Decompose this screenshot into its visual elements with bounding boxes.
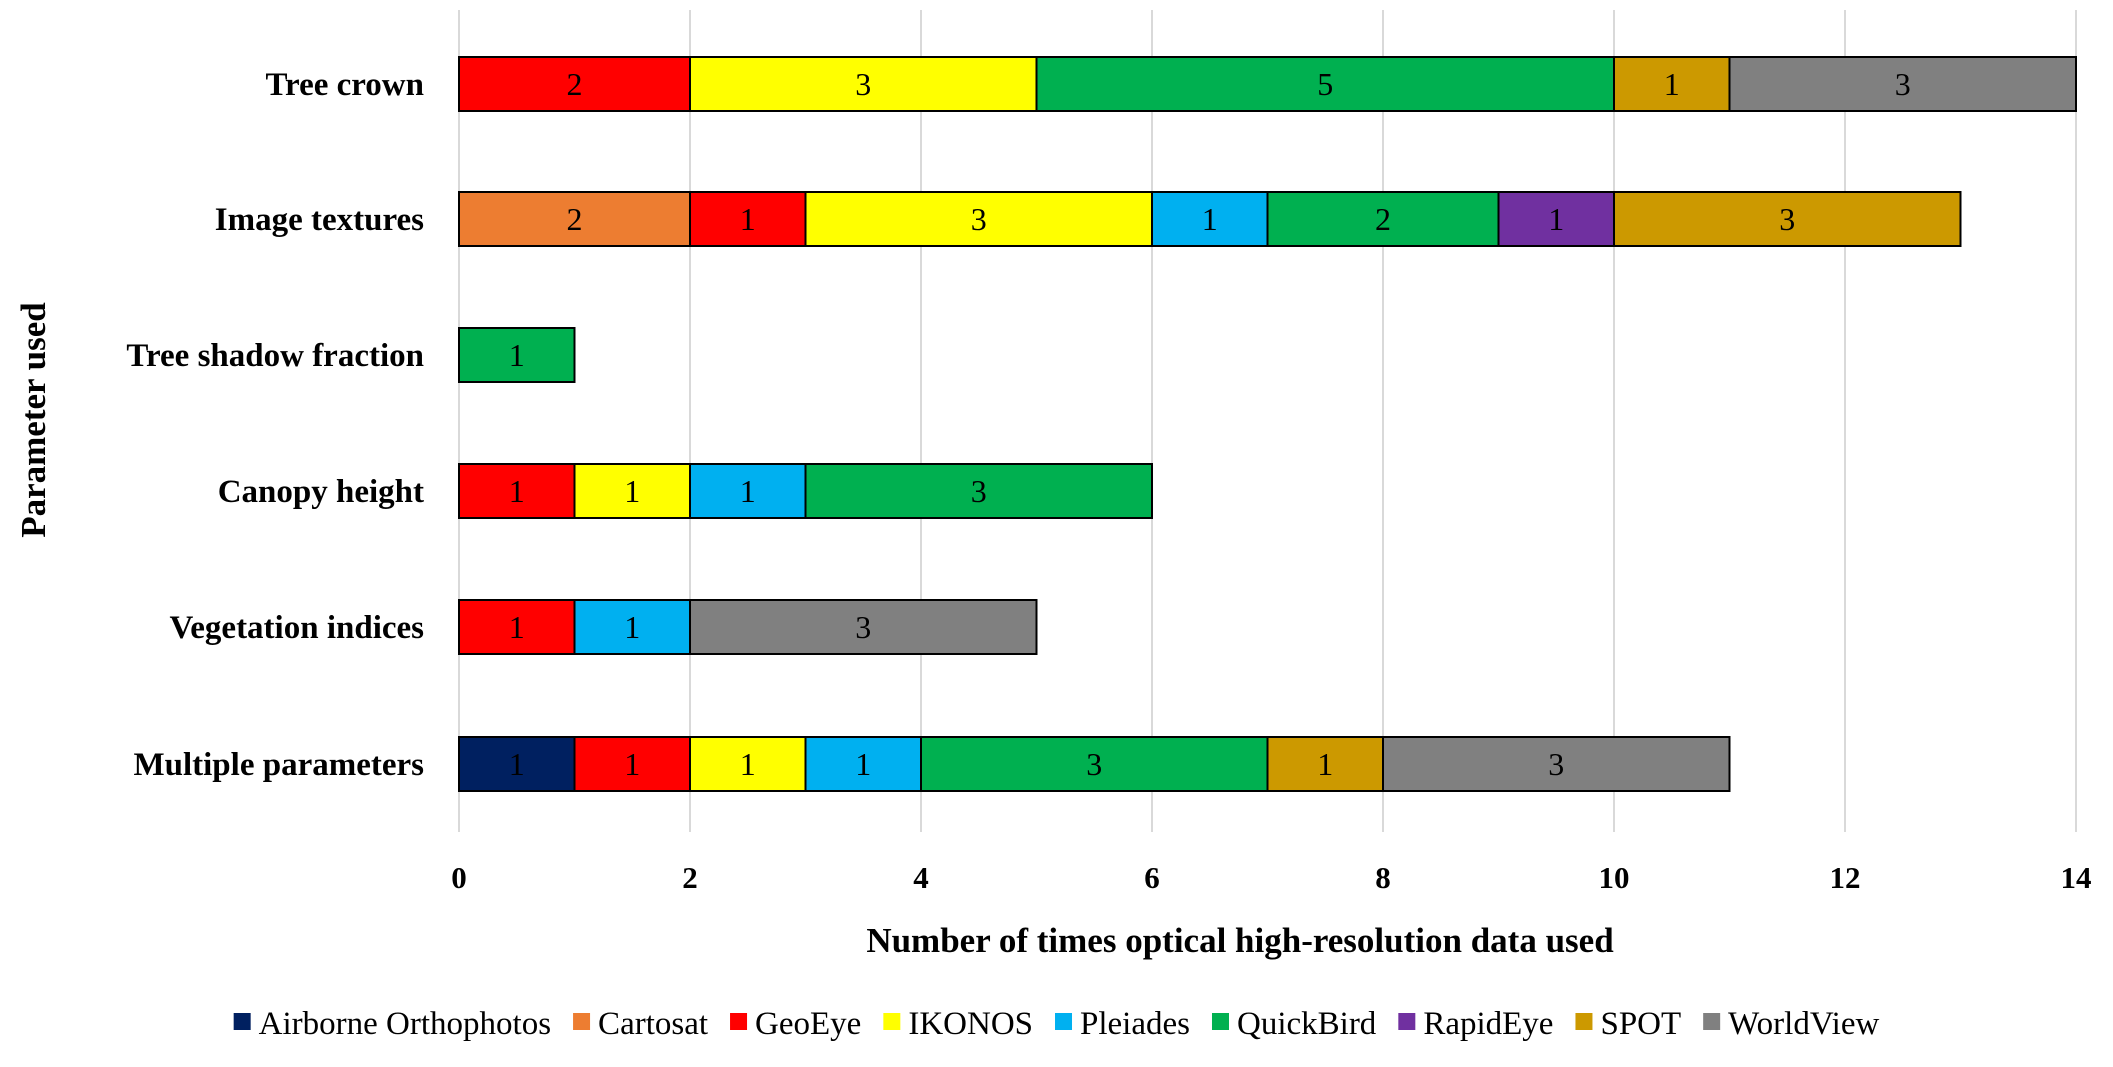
x-tick-label: 4 [913, 860, 929, 895]
data-label: 3 [1895, 66, 1911, 102]
legend-swatch [573, 1013, 591, 1030]
data-label: 3 [1779, 201, 1795, 237]
data-label: 3 [855, 609, 871, 645]
legend-label: GeoEye [755, 1006, 861, 1042]
data-label: 1 [509, 746, 525, 782]
category-label: Canopy height [218, 474, 424, 510]
data-label: 2 [567, 201, 583, 237]
data-label: 3 [1548, 746, 1564, 782]
x-tick-label: 8 [1375, 860, 1391, 895]
legend-swatch [1575, 1013, 1593, 1030]
bar-segment [1382, 736, 1731, 792]
data-label: 1 [509, 337, 525, 373]
data-label: 3 [971, 201, 987, 237]
bar-segment [458, 599, 576, 655]
x-tick-label: 6 [1144, 860, 1160, 895]
legend-label: WorldView [1728, 1006, 1879, 1042]
data-label: 1 [740, 201, 756, 237]
bar-segment [804, 736, 922, 792]
legend-label: IKONOS [908, 1006, 1033, 1042]
legend: Airborne Orthophotos Cartosat GeoEye IKONOS… [233, 1006, 1879, 1042]
bar-segment [689, 191, 807, 247]
y-axis-categories: Tree crown Image textures Tree shadow frac… [126, 67, 424, 783]
legend-label: Pleiades [1080, 1006, 1190, 1042]
gridlines [458, 10, 2077, 832]
bar-segment [458, 191, 691, 247]
legend-label: QuickBird [1237, 1006, 1377, 1042]
data-label: 5 [1317, 66, 1333, 102]
data-label: 1 [1664, 66, 1680, 102]
legend-label: Cartosat [598, 1006, 708, 1042]
legend-swatch [1211, 1013, 1229, 1030]
x-tick-label: 14 [2061, 860, 2092, 895]
data-label: 1 [509, 473, 525, 509]
data-label: 3 [971, 473, 987, 509]
category-label: Vegetation indices [169, 610, 424, 646]
legend-label: SPOT [1600, 1006, 1681, 1042]
bar-segment [689, 736, 807, 792]
y-axis-title: Parameter used [14, 302, 53, 538]
bar-segment [804, 191, 1153, 247]
bar-segment [804, 463, 1153, 519]
x-tick-label: 2 [682, 860, 698, 895]
legend-swatch [233, 1013, 251, 1030]
bar-segment [458, 56, 691, 112]
bar-segment [689, 463, 807, 519]
bar-segment [573, 463, 691, 519]
bar-segment [920, 736, 1269, 792]
data-label: 1 [740, 473, 756, 509]
bar-segment [1266, 736, 1384, 792]
data-label: 1 [624, 746, 640, 782]
data-label: 1 [1317, 746, 1333, 782]
legend-swatch [1703, 1013, 1721, 1030]
bar-segment [458, 327, 576, 383]
data-label: 3 [1086, 746, 1102, 782]
x-tick-label: 10 [1599, 860, 1630, 895]
legend-label: Airborne Orthophotos [259, 1006, 551, 1042]
bar-segment [1613, 191, 1962, 247]
data-label: 2 [567, 66, 583, 102]
bar-segment [1151, 191, 1269, 247]
legend-label: RapidEye [1423, 1006, 1553, 1042]
x-tick-label: 0 [451, 860, 467, 895]
data-label: 1 [509, 609, 525, 645]
data-label: 1 [1202, 201, 1218, 237]
data-label: 3 [855, 66, 871, 102]
category-label: Tree crown [265, 67, 424, 103]
data-label: 1 [1548, 201, 1564, 237]
bar-segment [1728, 56, 2077, 112]
bar-segment [689, 56, 1038, 112]
bar-segment [458, 463, 576, 519]
data-label: 1 [855, 746, 871, 782]
data-label: 1 [624, 473, 640, 509]
bars: 2 3 5 1 3 2 1 3 1 2 1 3 1 1 1 1 3 1 1 3 1 1 1 1 3 1 3 [458, 56, 2077, 792]
x-tick-label: 12 [1830, 860, 1861, 895]
data-label: 2 [1375, 201, 1391, 237]
legend-swatch [1055, 1013, 1073, 1030]
legend-swatch [730, 1013, 748, 1030]
x-axis-title: Number of times optical high-resolution … [866, 921, 1614, 960]
bar-segment [573, 599, 691, 655]
legend-swatch [1398, 1013, 1416, 1030]
legend-swatch [883, 1013, 901, 1030]
data-label: 1 [740, 746, 756, 782]
bar-segment [1497, 191, 1615, 247]
category-label: Multiple parameters [133, 747, 424, 783]
category-label: Tree shadow fraction [126, 338, 424, 374]
x-axis-ticks: 0 2 4 6 8 10 12 14 [451, 860, 2091, 895]
category-label: Image textures [215, 202, 424, 238]
bar-segment [573, 736, 691, 792]
bar-segment [689, 599, 1038, 655]
data-label: 1 [624, 609, 640, 645]
